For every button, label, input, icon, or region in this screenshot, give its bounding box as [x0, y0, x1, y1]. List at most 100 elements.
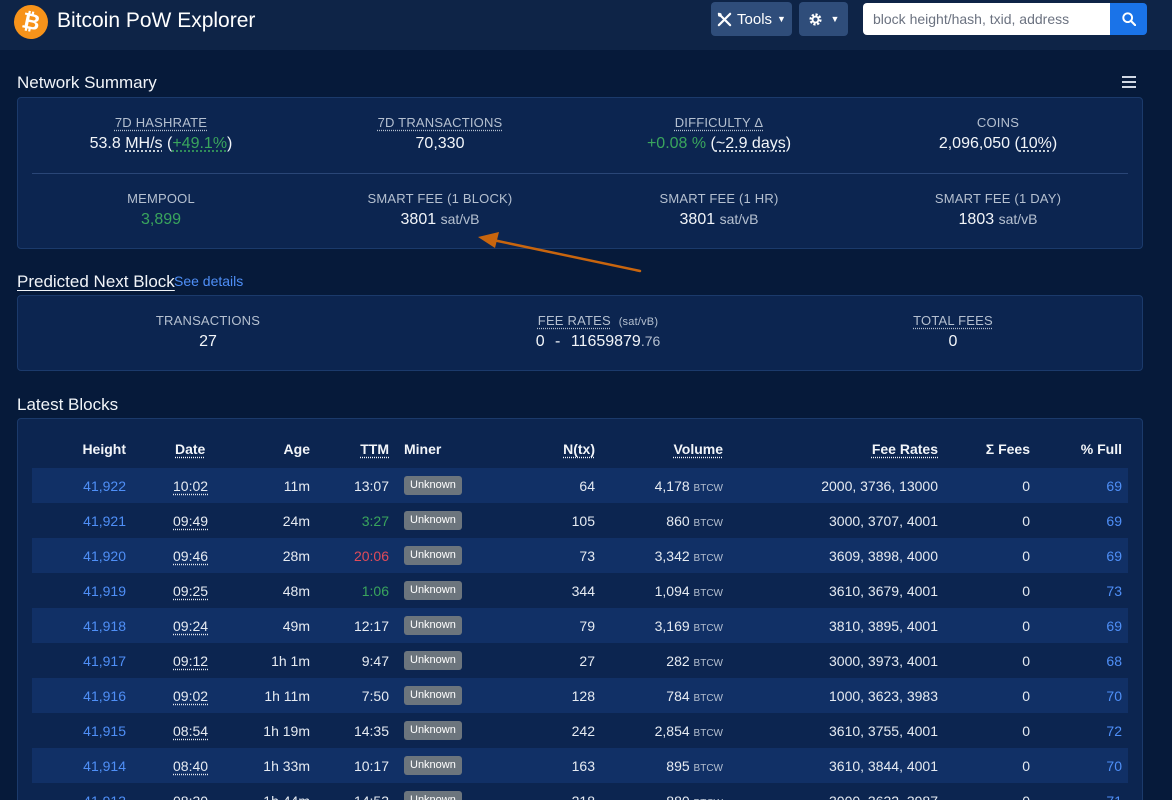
block-fee-rates: 2000, 3736, 13000: [821, 478, 938, 494]
block-height-link[interactable]: 41,921: [83, 513, 126, 529]
block-fee-rates: 3000, 3707, 4001: [829, 513, 938, 529]
block-full-link[interactable]: 69: [1106, 548, 1122, 564]
block-full-link[interactable]: 70: [1106, 688, 1122, 704]
latest-blocks-panel: Height Date Age TTM Miner N(tx) Volume F…: [17, 418, 1143, 800]
block-height-link[interactable]: 41,918: [83, 618, 126, 634]
block-fee-rates: 3610, 3679, 4001: [829, 583, 938, 599]
block-ttm: 14:35: [353, 723, 389, 739]
block-height-link[interactable]: 41,916: [83, 688, 126, 704]
transactions-value: 70,330: [415, 135, 465, 152]
block-full-link[interactable]: 73: [1106, 583, 1122, 599]
tools-dropdown-button[interactable]: Tools ▼: [711, 2, 792, 36]
table-row: 41,918 09:24 49m 12:17 Unknown 79 3,169 BTCW 38…: [32, 608, 1128, 643]
block-date[interactable]: 09:25: [173, 583, 209, 599]
col-ntx[interactable]: N(tx): [563, 441, 595, 457]
list-view-icon[interactable]: [1122, 76, 1136, 88]
miner-badge[interactable]: Unknown: [404, 756, 462, 775]
block-date[interactable]: 09:49: [173, 513, 209, 529]
smart-fee-1day-cell: SMART FEE (1 DAY) 1803 sat/vB: [898, 191, 1098, 229]
col-ttm[interactable]: TTM: [360, 441, 389, 457]
predicted-tx-cell: TRANSACTIONS 27: [108, 313, 308, 351]
col-fee-rates[interactable]: Fee Rates: [871, 441, 938, 457]
block-ttm: 3:27: [361, 513, 389, 529]
block-date[interactable]: 09:24: [173, 618, 209, 634]
block-height-link[interactable]: 41,913: [83, 793, 126, 800]
block-ntx: 79: [579, 618, 595, 634]
col-date[interactable]: Date: [175, 441, 206, 457]
block-age: 1h 19m: [263, 723, 310, 739]
block-date[interactable]: 08:54: [173, 723, 209, 739]
block-ntx: 64: [579, 478, 595, 494]
block-sum-fees: 0: [1022, 583, 1030, 599]
miner-badge[interactable]: Unknown: [404, 476, 462, 495]
hashrate-label[interactable]: 7D HASHRATE: [114, 115, 208, 130]
block-height-link[interactable]: 41,919: [83, 583, 126, 599]
block-ttm: 20:06: [353, 548, 389, 564]
block-height-link[interactable]: 41,915: [83, 723, 126, 739]
table-row: 41,919 09:25 48m 1:06 Unknown 344 1,094 BTCW 36…: [32, 573, 1128, 608]
miner-badge[interactable]: Unknown: [404, 511, 462, 530]
blocks-table-header: Height Date Age TTM Miner N(tx) Volume F…: [32, 441, 1128, 469]
smart-fee-1block-cell: SMART FEE (1 BLOCK) 3801 sat/vB: [340, 191, 540, 229]
caret-down-icon: ▼: [777, 14, 786, 24]
miner-badge[interactable]: Unknown: [404, 616, 462, 635]
block-fee-rates: 3000, 3632, 3987: [829, 793, 938, 800]
predicted-block-panel: TRANSACTIONS 27 FEE RATES (sat/vB) 0 - 1…: [17, 295, 1143, 371]
predicted-next-block-title[interactable]: Predicted Next Block: [17, 272, 175, 291]
block-ntx: 73: [579, 548, 595, 564]
block-volume: 282 BTCW: [666, 653, 723, 669]
block-height-link[interactable]: 41,914: [83, 758, 126, 774]
block-height-link[interactable]: 41,922: [83, 478, 126, 494]
block-date[interactable]: 10:02: [173, 478, 209, 494]
block-date[interactable]: 09:46: [173, 548, 209, 564]
block-full-link[interactable]: 71: [1106, 793, 1122, 800]
block-ntx: 344: [571, 583, 595, 599]
block-date[interactable]: 09:12: [173, 653, 209, 669]
block-ntx: 105: [571, 513, 595, 529]
block-age: 49m: [282, 618, 310, 634]
block-date[interactable]: 08:30: [173, 793, 208, 800]
block-sum-fees: 0: [1022, 478, 1030, 494]
difficulty-cell: DIFFICULTY Δ +0.08 % (~2.9 days): [619, 115, 819, 153]
block-full-link[interactable]: 69: [1106, 618, 1122, 634]
hashrate-unit[interactable]: MH/s: [125, 135, 163, 152]
miner-badge[interactable]: Unknown: [404, 581, 462, 600]
block-full-link[interactable]: 70: [1106, 758, 1122, 774]
search-input[interactable]: [863, 3, 1111, 35]
block-height-link[interactable]: 41,917: [83, 653, 126, 669]
brand-title[interactable]: Bitcoin PoW Explorer: [57, 9, 256, 32]
col-height: Height: [82, 441, 126, 457]
block-height-link[interactable]: 41,920: [83, 548, 126, 564]
smart-fee-1day-value: 1803 sat/vB: [958, 211, 1038, 228]
col-volume[interactable]: Volume: [673, 441, 723, 457]
block-date[interactable]: 09:02: [173, 688, 209, 704]
miner-badge[interactable]: Unknown: [404, 791, 462, 800]
smart-fee-1hr-cell: SMART FEE (1 HR) 3801 sat/vB: [619, 191, 819, 229]
settings-dropdown-button[interactable]: ▼: [799, 2, 848, 36]
coins-pct[interactable]: 10%: [1019, 135, 1052, 152]
transactions-label[interactable]: 7D TRANSACTIONS: [377, 115, 503, 130]
block-sum-fees: 0: [1022, 688, 1030, 704]
difficulty-time[interactable]: ~2.9 days: [715, 135, 786, 152]
hashrate-change[interactable]: +49.1%: [172, 135, 228, 152]
block-full-link[interactable]: 69: [1106, 478, 1122, 494]
mempool-value[interactable]: 3,899: [140, 211, 182, 228]
block-volume: 1,094 BTCW: [654, 583, 723, 599]
predicted-tx-value: 27: [199, 333, 217, 350]
miner-badge[interactable]: Unknown: [404, 651, 462, 670]
miner-badge[interactable]: Unknown: [404, 721, 462, 740]
see-details-link[interactable]: See details: [174, 273, 244, 289]
predicted-totalfees-label[interactable]: TOTAL FEES: [913, 313, 993, 328]
search-button[interactable]: [1110, 3, 1147, 35]
network-summary-title: Network Summary: [17, 73, 157, 92]
difficulty-label[interactable]: DIFFICULTY Δ: [674, 115, 764, 130]
miner-badge[interactable]: Unknown: [404, 546, 462, 565]
miner-badge[interactable]: Unknown: [404, 686, 462, 705]
block-date[interactable]: 08:40: [173, 758, 209, 774]
block-full-link[interactable]: 72: [1106, 723, 1122, 739]
bitcoin-logo-icon[interactable]: ₿: [10, 1, 52, 43]
block-full-link[interactable]: 69: [1106, 513, 1122, 529]
hashrate-value: 53.8 MH/s (+49.1%): [89, 135, 233, 152]
block-full-link[interactable]: 68: [1106, 653, 1122, 669]
tools-icon: [717, 12, 732, 26]
